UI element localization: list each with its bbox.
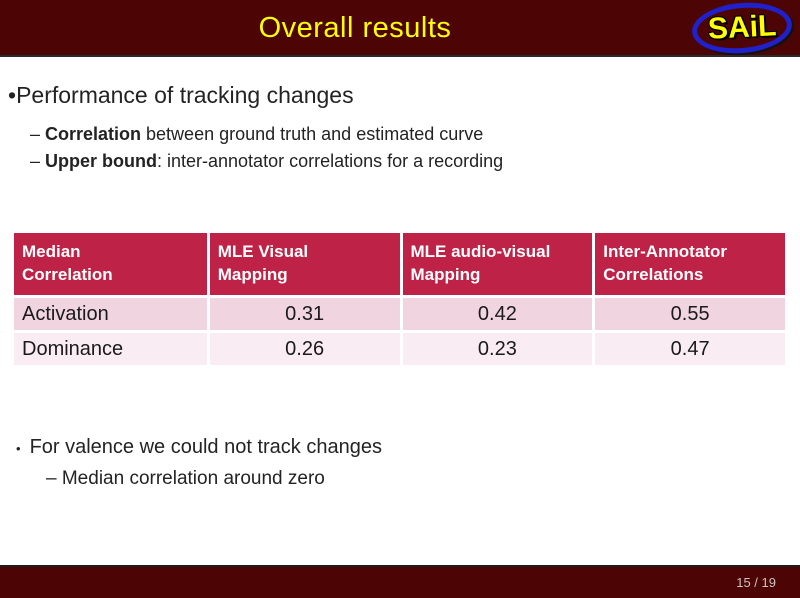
cell-value: 0.26 [206,330,400,365]
header-inter-annotator: Inter-Annotator Correlations [592,233,785,295]
cell-value: 0.55 [592,295,785,330]
table-row-dominance: Dominance 0.26 0.23 0.47 [14,330,785,365]
bullet-performance: • Performance of tracking changes [8,82,354,109]
dash-marker: – [30,151,46,171]
header-line: Median [22,242,81,262]
table-row-activation: Activation 0.31 0.42 0.55 [14,295,785,330]
cell-value: 0.31 [206,295,400,330]
dash-marker: – [46,468,62,489]
header-line: MLE Visual [217,242,309,262]
sub-bullet-correlation-rest: between ground truth and estimated curve [141,124,484,144]
footer-bar: 15 / 19 [0,565,800,598]
header-line: Mapping [410,265,481,284]
row-label: Dominance [14,330,207,365]
bullet-marker: • [16,441,21,456]
row-label: Activation [14,295,207,330]
header-line: MLE audio-visual [410,242,551,262]
sub-bullet-correlation: – Correlation between ground truth and e… [30,124,483,145]
page-number: 15 / 19 [736,575,776,590]
sub-bullet-upper-bound: – Upper bound: inter-annotator correlati… [30,151,503,172]
dash-marker: – [30,124,46,144]
sub-bullet-median-zero: – Median correlation around zero [46,468,325,490]
sail-logo-text: SAiL [706,9,777,46]
bullet-valence-text: For valence we could not track changes [29,436,382,458]
sub-bullet-upper-bound-bold: Upper bound [45,151,157,171]
header-line: Mapping [217,265,288,284]
cell-value: 0.47 [592,330,785,365]
bullet-marker: • [8,82,17,108]
header-line: Correlation [22,265,113,284]
header-mle-visual: MLE Visual Mapping [206,233,400,295]
slide-title: Overall results [258,12,452,44]
results-table: Median Correlation MLE Visual Mapping ML… [14,233,785,365]
sub-bullet-upper-bound-rest: : inter-annotator correlations for a rec… [157,151,504,171]
bullet-valence: • For valence we could not track changes [16,436,382,459]
sub-bullet-median-zero-text: Median correlation around zero [61,468,325,489]
title-wrap: Overall results [0,0,710,57]
bullet-performance-text: Performance of tracking changes [16,82,354,108]
header-bar: Overall results SAiL [0,0,800,58]
header-median-correlation: Median Correlation [14,233,207,295]
header-line: Correlations [603,265,704,284]
cell-value: 0.42 [399,295,593,330]
cell-value: 0.23 [399,330,593,365]
table-header-row: Median Correlation MLE Visual Mapping ML… [14,233,785,295]
sub-bullet-correlation-bold: Correlation [45,124,142,144]
header-mle-audio-visual: MLE audio-visual Mapping [399,233,593,295]
header-line: Inter-Annotator [603,242,727,262]
